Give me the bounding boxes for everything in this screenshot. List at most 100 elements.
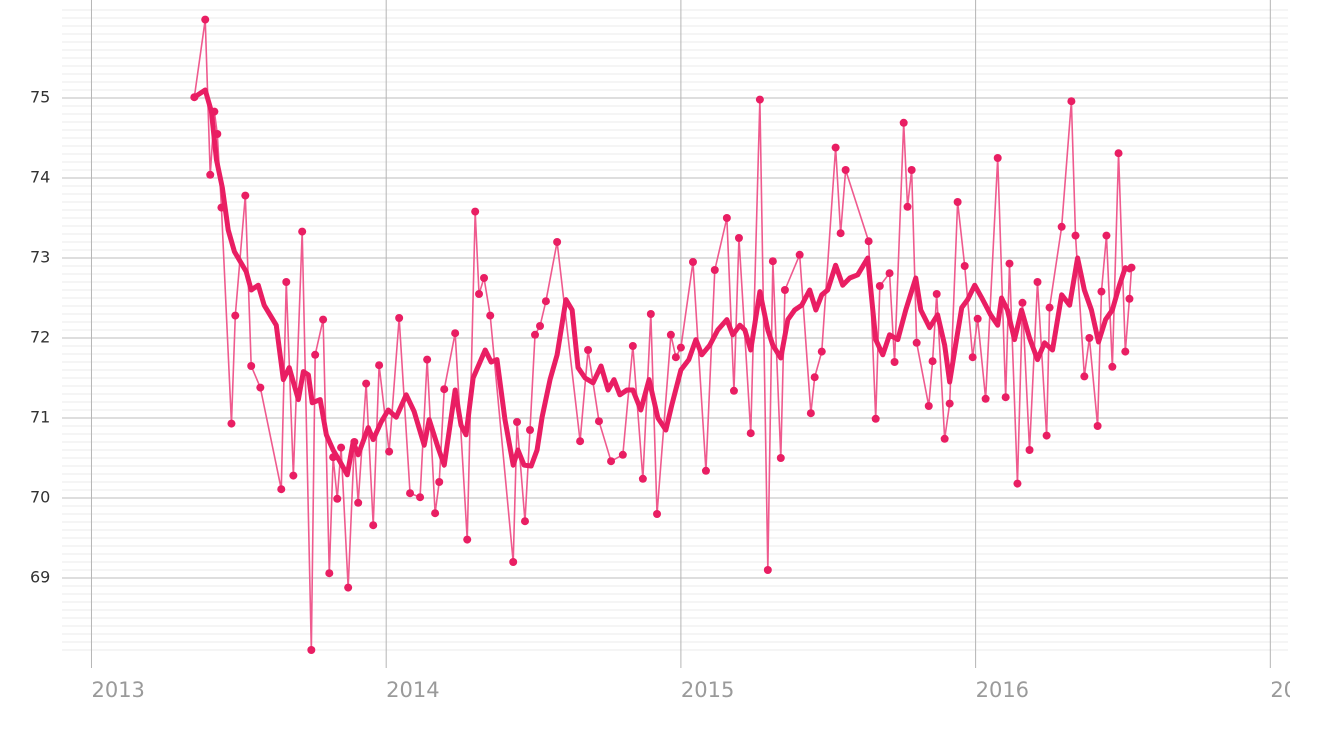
- data-point: [395, 314, 404, 322]
- data-point: [1093, 422, 1102, 430]
- y-tick-label: 70: [30, 488, 50, 507]
- data-point: [298, 227, 307, 236]
- data-point: [344, 583, 353, 592]
- data-point: [981, 394, 990, 403]
- x-tick-label: 2017: [1270, 678, 1323, 702]
- data-point: [423, 355, 432, 364]
- data-point: [553, 238, 562, 246]
- series-line: [193, 18, 1133, 651]
- data-point: [319, 315, 328, 324]
- y-tick-label: 69: [30, 568, 50, 587]
- y-tick-label: 73: [30, 248, 50, 267]
- data-point: [480, 274, 489, 282]
- data-point: [676, 343, 685, 352]
- data-point: [871, 414, 880, 423]
- data-point: [806, 409, 815, 418]
- grid: [62, 0, 1288, 668]
- data-point: [289, 471, 298, 480]
- data-point: [628, 342, 637, 350]
- data-point: [734, 234, 743, 242]
- data-point: [875, 282, 884, 290]
- data-point: [638, 474, 647, 483]
- data-point: [1125, 294, 1134, 303]
- data-point: [795, 250, 804, 259]
- data-point: [746, 429, 755, 438]
- data-point: [1085, 334, 1094, 342]
- data-point: [1114, 149, 1123, 158]
- data-point: [247, 362, 256, 370]
- data-point: [953, 198, 962, 206]
- x-tick-label: 2015: [681, 678, 734, 702]
- data-point: [1018, 298, 1027, 307]
- data-point: [899, 118, 908, 127]
- data-point: [1080, 372, 1089, 381]
- data-point: [311, 350, 320, 359]
- data-point: [463, 535, 472, 544]
- data-point: [541, 297, 550, 306]
- data-point: [333, 494, 342, 503]
- data-point: [526, 426, 535, 434]
- data-point: [755, 95, 764, 104]
- data-point: [768, 257, 777, 266]
- series-line: [191, 87, 1132, 478]
- data-point: [1042, 431, 1051, 440]
- data-point: [536, 322, 545, 330]
- data-point: [653, 510, 662, 518]
- data-point: [406, 489, 415, 498]
- data-point: [907, 166, 916, 174]
- data-point: [940, 434, 949, 443]
- plot: [190, 15, 1136, 654]
- data-point: [440, 385, 449, 394]
- data-point: [688, 258, 697, 266]
- data-point: [607, 457, 616, 466]
- data-point: [1005, 259, 1014, 268]
- data-point: [1001, 393, 1010, 402]
- data-point: [282, 278, 291, 286]
- data-point: [375, 361, 384, 370]
- data-point: [362, 379, 371, 388]
- data-point: [763, 566, 772, 574]
- data-point: [945, 399, 954, 408]
- data-point: [968, 353, 977, 362]
- data-point: [864, 237, 873, 246]
- data-point: [885, 269, 894, 278]
- data-point: [890, 358, 899, 366]
- data-point: [369, 521, 378, 530]
- y-tick-label: 75: [30, 88, 50, 107]
- data-point: [354, 498, 363, 507]
- data-point: [584, 346, 593, 354]
- data-point: [1097, 287, 1106, 296]
- data-point: [337, 443, 346, 452]
- data-point: [256, 383, 265, 392]
- data-point: [831, 143, 840, 152]
- data-point: [451, 329, 460, 338]
- data-point: [722, 214, 731, 222]
- data-point: [1013, 479, 1022, 488]
- x-axis: 2013 2014 2015 2016 2017: [91, 678, 1323, 702]
- data-point: [646, 310, 655, 318]
- x-tick-label: 2014: [386, 678, 439, 702]
- data-point: [993, 154, 1002, 162]
- data-point: [1033, 278, 1042, 286]
- x-tick-label: 2016: [976, 678, 1029, 702]
- data-point: [780, 286, 789, 294]
- data-point: [810, 373, 819, 382]
- data-point: [471, 207, 480, 216]
- data-point: [932, 290, 941, 298]
- data-point: [520, 517, 529, 526]
- data-point: [201, 15, 210, 24]
- data-point: [666, 330, 675, 339]
- data-point: [594, 417, 603, 426]
- data-point: [1108, 362, 1117, 371]
- data-point: [1067, 97, 1076, 106]
- data-point: [206, 170, 215, 179]
- data-point: [903, 202, 912, 211]
- data-point: [618, 450, 627, 459]
- data-point: [241, 191, 250, 200]
- data-point: [435, 478, 444, 486]
- data-point: [776, 454, 785, 462]
- data-point: [475, 290, 484, 298]
- data-point: [924, 402, 933, 410]
- data-point: [960, 262, 969, 270]
